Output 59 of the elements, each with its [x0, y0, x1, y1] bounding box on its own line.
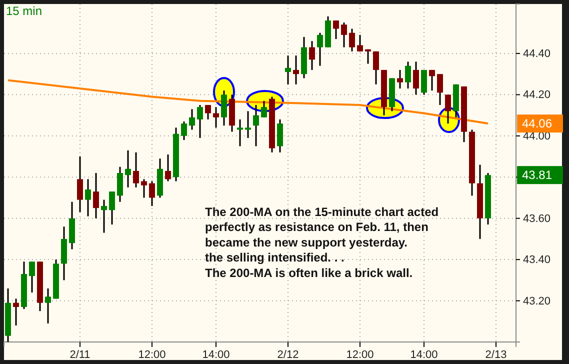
- candlestick: [213, 106, 219, 128]
- candlestick: [421, 69, 427, 96]
- candlestick: [333, 20, 339, 40]
- candlestick: [85, 178, 91, 218]
- candlestick: [365, 48, 371, 65]
- annotation: The 200-MA on the 15-minute chart acted perfectly as resistance on Feb. 11, then became the new support yesterday. the selling intensified. . . The 200-MA is often like a brick wall.: [205, 205, 439, 280]
- x-tick-label: 2/12: [277, 348, 299, 361]
- y-tick-label: 43.60: [523, 212, 551, 225]
- candlestick: [181, 120, 187, 141]
- candlestick: [413, 60, 419, 96]
- chart-title: 15 min: [6, 4, 42, 18]
- candlestick: [373, 50, 379, 86]
- candlestick: [125, 150, 131, 188]
- x-tick-label: 14:00: [410, 348, 438, 361]
- candlestick: [237, 118, 243, 147]
- candlestick: [77, 156, 83, 213]
- candlestick: [437, 73, 443, 106]
- candlestick: [29, 260, 35, 294]
- text: 43.81: [522, 168, 552, 182]
- candlestick: [221, 90, 227, 126]
- candlestick: [277, 118, 283, 154]
- candlestick: [141, 178, 147, 198]
- candlestick: [357, 34, 363, 52]
- candlestick: [101, 199, 107, 234]
- line-series: [7, 79, 489, 125]
- candlestick: [165, 154, 171, 182]
- x-tick-label: 2/11: [70, 348, 90, 361]
- candlestick: [253, 104, 259, 147]
- candlestick: [133, 152, 139, 188]
- candlestick: [285, 54, 291, 86]
- candlestick: [405, 60, 411, 90]
- x-tick-label: 12:00: [138, 348, 166, 361]
- y-tick-label: 44.20: [523, 89, 551, 102]
- x-tick-label: 14:00: [202, 348, 230, 361]
- candlestick: [117, 166, 123, 203]
- y-tick-label: 43.20: [523, 295, 551, 308]
- y-tick-label: 43.40: [523, 254, 551, 266]
- candlestick: [429, 69, 435, 92]
- candlestick: [149, 180, 155, 207]
- candlestick: [309, 40, 315, 71]
- candlestick: [317, 32, 323, 67]
- candlestick: [261, 100, 267, 118]
- x-tick-label: 12:00: [346, 348, 374, 361]
- candlestick: [205, 104, 211, 120]
- candlestick: [197, 104, 203, 139]
- text: 44.06: [522, 116, 552, 131]
- x-tick-label: 2/13: [485, 348, 507, 361]
- candlestick: [93, 172, 99, 220]
- candlestick: [45, 288, 51, 324]
- candlestick: [445, 94, 451, 124]
- y-tick-label: 44.40: [523, 48, 551, 60]
- candlestick: [189, 108, 195, 130]
- candlestick: [341, 22, 347, 48]
- candlestick: [245, 110, 251, 139]
- candlestick: [13, 298, 19, 326]
- candlestick: [109, 190, 115, 226]
- candlestick: [349, 28, 355, 52]
- candlestick: [293, 54, 299, 86]
- candlestick: [397, 69, 403, 90]
